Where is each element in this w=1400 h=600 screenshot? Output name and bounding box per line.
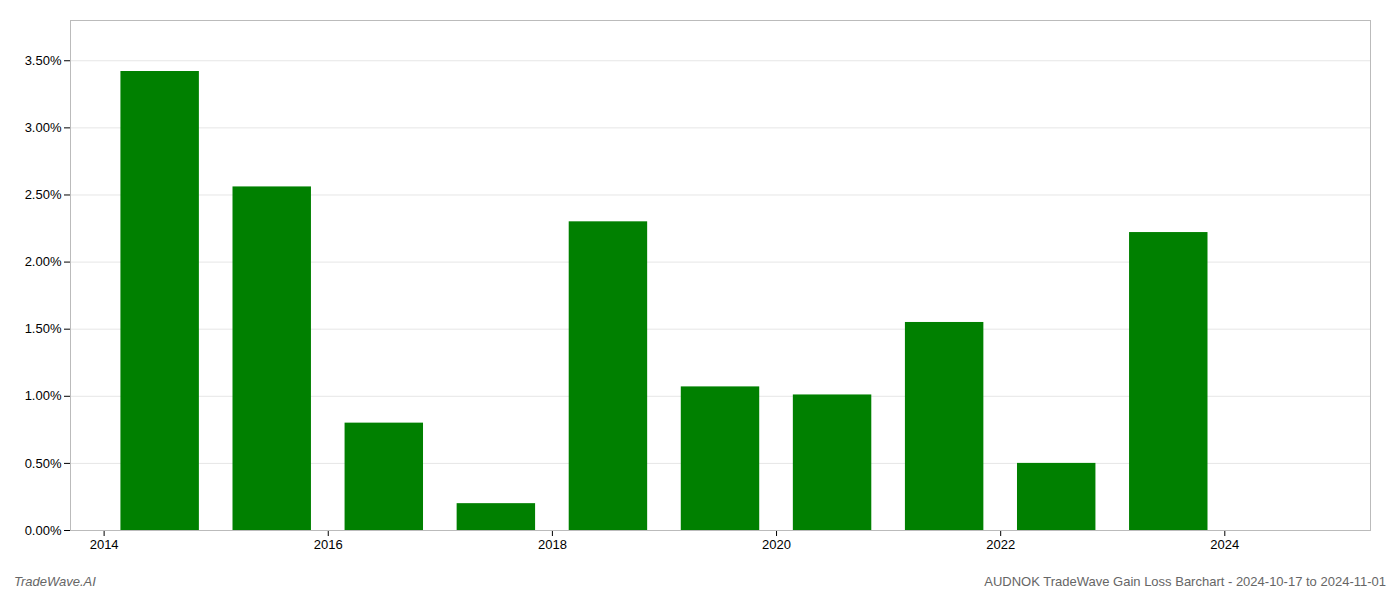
svg-text:2014: 2014: [90, 537, 119, 552]
html-text:AUDNOK TradeWave Gain Loss Bar: AUDNOK TradeWave Gain Loss Barchart - 20…: [984, 574, 1386, 589]
svg-text:2020: 2020: [762, 537, 791, 552]
svg-text:2018: 2018: [538, 537, 567, 552]
svg-text:2022: 2022: [986, 537, 1015, 552]
svg-text:2.00%: 2.00%: [25, 254, 62, 269]
svg-text:2016: 2016: [314, 537, 343, 552]
svg-text:0.00%: 0.00%: [25, 523, 62, 538]
svg-text:3.50%: 3.50%: [25, 53, 62, 68]
svg-text:0.50%: 0.50%: [25, 456, 62, 471]
svg-text:2.50%: 2.50%: [25, 187, 62, 202]
svg-text:3.00%: 3.00%: [25, 120, 62, 135]
svg-text:2024: 2024: [1210, 537, 1239, 552]
svg-text:1.50%: 1.50%: [25, 321, 62, 336]
svg-text:1.00%: 1.00%: [25, 388, 62, 403]
html-text:TradeWave.AI: TradeWave.AI: [14, 574, 96, 589]
